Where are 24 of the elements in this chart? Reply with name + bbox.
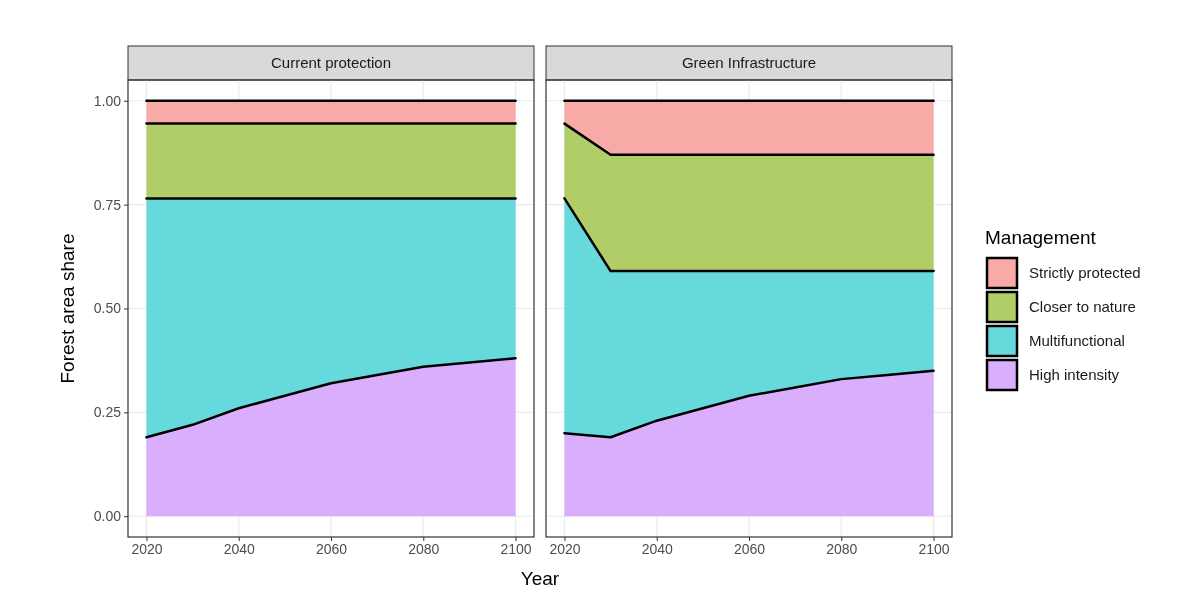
x-tick-label: 2060 — [315, 540, 348, 557]
x-tick-label: 2020 — [131, 540, 163, 557]
x-tick-label: 2040 — [223, 540, 256, 557]
x-tick-label: 2020 — [549, 540, 581, 557]
legend-title: Management — [985, 227, 1097, 248]
x-tick-label: 2040 — [641, 540, 674, 557]
x-tick-label: 2100 — [918, 540, 950, 557]
y-tick-label: 1.00 — [93, 92, 122, 109]
x-axis-title: Year — [520, 568, 560, 589]
y-axis-title: Forest area share — [57, 233, 78, 384]
y-tick-label: 0.25 — [93, 404, 122, 421]
x-tick-label: 2080 — [826, 540, 858, 557]
y-tick-label: 0.00 — [93, 508, 122, 525]
y-tick-label: 0.75 — [93, 196, 122, 213]
legend-label: High intensity — [1029, 366, 1120, 383]
legend-label: Strictly protected — [1029, 264, 1141, 281]
legend-label: Multifunctional — [1029, 332, 1125, 349]
chart-title: Current protection — [270, 54, 392, 71]
y-tick-label: 0.50 — [93, 300, 122, 317]
x-tick-label: 2060 — [733, 540, 766, 557]
x-tick-label: 2100 — [500, 540, 532, 557]
x-tick-label: 2080 — [408, 540, 440, 557]
chart-title: Green Infrastructure — [681, 54, 817, 71]
legend-label: Closer to nature — [1029, 298, 1136, 315]
